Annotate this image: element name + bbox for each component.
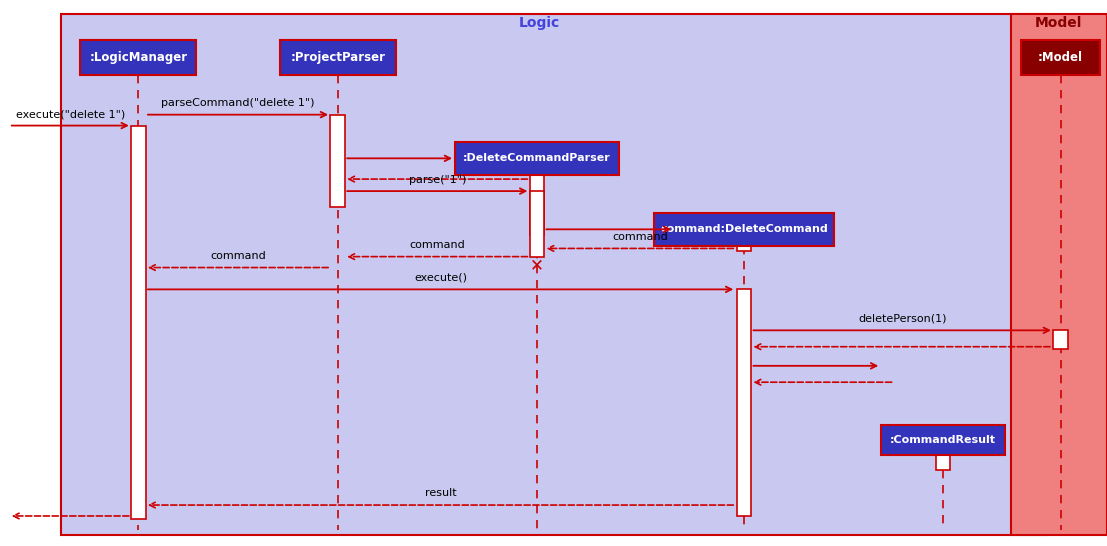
Text: result: result [425, 489, 456, 498]
Bar [529, 191, 544, 257]
Text: parse("1"): parse("1") [408, 175, 466, 185]
Text: command: command [410, 240, 465, 250]
Text: :LogicManager: :LogicManager [90, 51, 187, 64]
Bar [330, 115, 345, 207]
Text: :DeleteCommandParser: :DeleteCommandParser [463, 153, 611, 163]
Text: command:DeleteCommand: command:DeleteCommand [660, 224, 828, 234]
Bar [455, 142, 619, 175]
Bar [81, 40, 197, 75]
Text: parseCommand("delete 1"): parseCommand("delete 1") [162, 98, 314, 108]
Bar [61, 14, 1046, 535]
Text: ✕: ✕ [530, 256, 544, 274]
Bar [529, 158, 544, 235]
Bar [937, 455, 950, 470]
Text: :ProjectParser: :ProjectParser [290, 51, 385, 64]
Text: command: command [210, 251, 266, 261]
Bar [881, 425, 1005, 454]
Text: deletePerson(1): deletePerson(1) [858, 314, 946, 324]
Text: command: command [612, 232, 668, 242]
Bar [737, 289, 751, 516]
Text: :Model: :Model [1038, 51, 1083, 64]
Bar [1011, 14, 1107, 535]
Bar [279, 40, 395, 75]
Text: :CommandResult: :CommandResult [890, 435, 996, 444]
Bar [737, 229, 751, 251]
Text: execute(): execute() [414, 273, 467, 283]
Bar [653, 213, 835, 246]
Bar [131, 126, 146, 519]
Bar [1054, 330, 1067, 349]
Text: execute("delete 1"): execute("delete 1") [15, 109, 125, 119]
Bar [1021, 40, 1100, 75]
Text: Logic: Logic [518, 16, 560, 30]
Text: Model: Model [1035, 16, 1082, 30]
